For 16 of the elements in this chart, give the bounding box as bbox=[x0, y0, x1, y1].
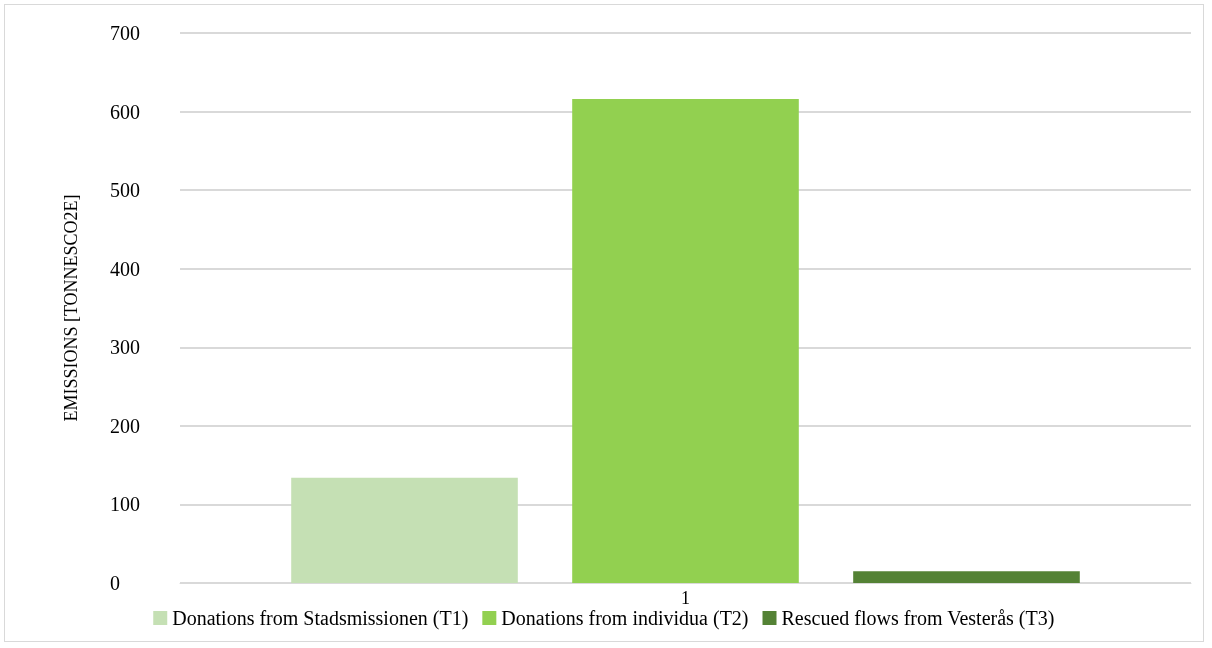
bar bbox=[572, 99, 799, 583]
y-tick-label: 0 bbox=[110, 572, 120, 594]
y-tick-label: 500 bbox=[110, 179, 140, 202]
x-tick-label: 1 bbox=[681, 588, 690, 608]
y-tick-label: 100 bbox=[110, 493, 140, 516]
legend-label: Donations from Stadsmissionen (T1) bbox=[172, 607, 469, 630]
bar bbox=[853, 571, 1080, 583]
y-tick-label: 700 bbox=[110, 22, 140, 44]
y-tick-label: 600 bbox=[110, 100, 140, 123]
y-tick-label: 200 bbox=[110, 414, 140, 437]
legend-label: Rescued flows from Vesterås (T3) bbox=[781, 607, 1055, 630]
legend-label: Donations from individua (T2) bbox=[501, 607, 749, 630]
bar bbox=[291, 477, 518, 583]
y-tick-label: 300 bbox=[110, 336, 140, 359]
y-axis-title: EMISSIONS [TONNESCO2E] bbox=[61, 194, 81, 422]
y-tick-label: 400 bbox=[110, 257, 140, 280]
